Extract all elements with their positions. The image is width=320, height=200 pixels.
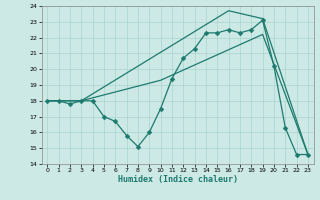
X-axis label: Humidex (Indice chaleur): Humidex (Indice chaleur) xyxy=(118,175,237,184)
